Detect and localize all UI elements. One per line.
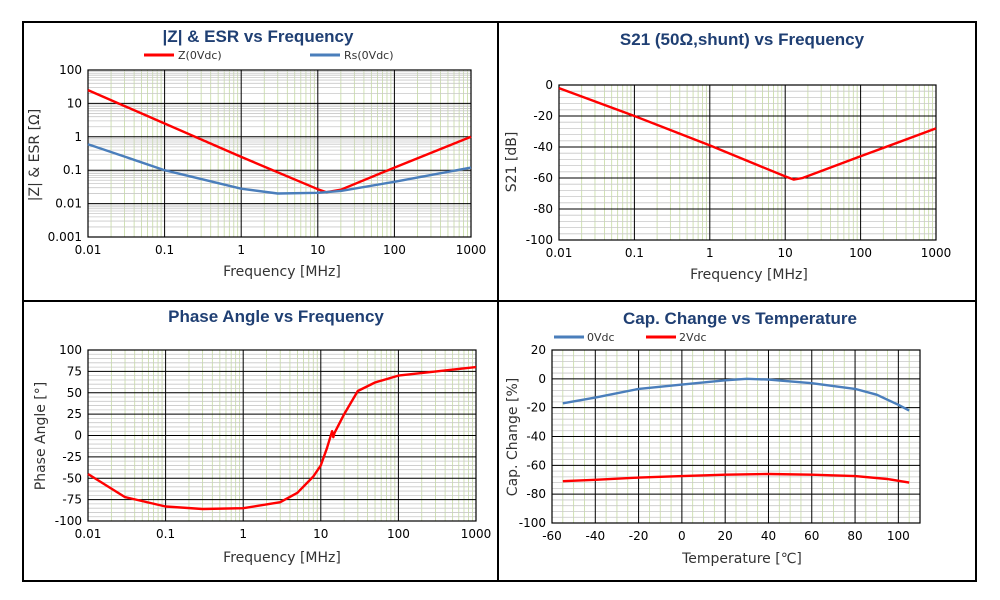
x-tick-label: 10 bbox=[310, 243, 325, 257]
x-tick-label: 1000 bbox=[461, 527, 492, 541]
plot-area: -60 -40 -20 0 20 40 60 80 100 20 0 -20 -40 -60 -80 -100 bbox=[519, 343, 921, 543]
chart-s21: S21 (50Ω,shunt) vs Frequency 0.01 0.1 1 10 1… bbox=[504, 30, 951, 283]
x-tick-label: 20 bbox=[718, 529, 733, 543]
x-tick-label: 40 bbox=[761, 529, 776, 543]
x-tick-label: 1000 bbox=[921, 246, 952, 260]
series-line-1 bbox=[562, 377, 910, 412]
y-axis-label: Phase Angle [°] bbox=[33, 382, 49, 490]
series-line-1 bbox=[87, 365, 477, 511]
y-tick-label: -40 bbox=[533, 140, 553, 154]
legend-label-rs: Rs(0Vdc) bbox=[344, 49, 394, 62]
x-axis-label: Frequency [MHz] bbox=[223, 264, 341, 280]
x-tick-label: 100 bbox=[383, 243, 406, 257]
chart-title: Cap. Change vs Temperature bbox=[623, 309, 857, 328]
x-tick-label: 0 bbox=[678, 529, 686, 543]
x-tick-label: 100 bbox=[387, 527, 410, 541]
x-tick-label: 1 bbox=[239, 527, 247, 541]
x-tick-label: 1 bbox=[706, 246, 714, 260]
x-tick-label: 10 bbox=[778, 246, 793, 260]
x-tick-label: 1 bbox=[237, 243, 245, 257]
y-tick-label: -25 bbox=[62, 450, 82, 464]
plot-border bbox=[87, 69, 472, 238]
series-line-2 bbox=[562, 472, 910, 484]
y-tick-label: -100 bbox=[526, 233, 553, 247]
x-axis-label: Temperature [℃] bbox=[681, 551, 802, 567]
y-tick-label: 1 bbox=[74, 130, 82, 144]
y-tick-label: -75 bbox=[62, 493, 82, 507]
y-axis-label: |Z| & ESR [Ω] bbox=[27, 109, 43, 201]
y-tick-label: -60 bbox=[526, 458, 546, 472]
y-tick-label: -20 bbox=[526, 401, 546, 415]
y-tick-label: 10 bbox=[67, 96, 82, 110]
y-tick-label: 0 bbox=[74, 429, 82, 443]
y-tick-label: -60 bbox=[533, 171, 553, 185]
y-tick-label: -80 bbox=[533, 202, 553, 216]
y-tick-label: -80 bbox=[526, 487, 546, 501]
y-tick-label: 50 bbox=[67, 386, 82, 400]
plot-border bbox=[551, 349, 921, 524]
y-tick-label: 0.01 bbox=[55, 197, 82, 211]
x-tick-label: -20 bbox=[629, 529, 649, 543]
y-tick-label: 25 bbox=[67, 407, 82, 421]
x-tick-label: -40 bbox=[585, 529, 605, 543]
chart-impedance-esr: |Z| & ESR vs Frequency Z(0Vdc) Rs(0Vdc) … bbox=[27, 27, 486, 280]
plot-area: 0.01 0.1 1 10 100 1000 0 -20 -40 -60 -80 -100 bbox=[526, 78, 952, 260]
x-tick-label: 0.01 bbox=[75, 527, 102, 541]
y-tick-label: -100 bbox=[55, 514, 82, 528]
chart-title: |Z| & ESR vs Frequency bbox=[163, 27, 354, 46]
plot-area: 0.01 0.1 1 10 100 1000 100 75 50 25 0 -25 -50 -75 -100 bbox=[55, 343, 492, 541]
x-tick-label: 100 bbox=[849, 246, 872, 260]
chart-title: Phase Angle vs Frequency bbox=[168, 307, 384, 326]
y-tick-label: 0 bbox=[538, 372, 546, 386]
y-tick-label: 0.001 bbox=[48, 230, 82, 244]
series-line-1 bbox=[558, 86, 937, 181]
plot-background bbox=[88, 70, 471, 237]
legend: 0Vdc 2Vdc bbox=[554, 331, 707, 344]
x-axis-label: Frequency [MHz] bbox=[223, 550, 341, 566]
y-tick-label: 100 bbox=[59, 343, 82, 357]
x-tick-label: 1000 bbox=[456, 243, 487, 257]
y-tick-label: 0 bbox=[545, 78, 553, 92]
y-tick-label: 20 bbox=[531, 343, 546, 357]
chart-title: S21 (50Ω,shunt) vs Frequency bbox=[620, 30, 865, 49]
x-tick-label: 0.1 bbox=[625, 246, 644, 260]
x-tick-label: 0.01 bbox=[75, 243, 102, 257]
legend: Z(0Vdc) Rs(0Vdc) bbox=[144, 49, 394, 62]
y-tick-label: 0.1 bbox=[63, 163, 82, 177]
x-tick-label: 10 bbox=[313, 527, 328, 541]
x-tick-label: -60 bbox=[542, 529, 562, 543]
series-line-1 bbox=[87, 89, 472, 194]
x-tick-label: 60 bbox=[804, 529, 819, 543]
y-tick-label: 75 bbox=[67, 364, 82, 378]
plot-border bbox=[558, 84, 937, 241]
y-axis-label: Cap. Change [%] bbox=[505, 378, 521, 496]
y-tick-label: -50 bbox=[62, 471, 82, 485]
x-tick-label: 0.01 bbox=[546, 246, 573, 260]
y-tick-label: -20 bbox=[533, 109, 553, 123]
x-tick-label: 0.1 bbox=[156, 527, 175, 541]
x-axis-label: Frequency [MHz] bbox=[690, 267, 808, 283]
chart-cap-change: Cap. Change vs Temperature 0Vdc 2Vdc -60… bbox=[505, 309, 921, 567]
x-tick-label: 80 bbox=[847, 529, 862, 543]
y-tick-label: -40 bbox=[526, 430, 546, 444]
series-line-2 bbox=[87, 143, 472, 195]
x-tick-label: 100 bbox=[887, 529, 910, 543]
y-tick-label: 100 bbox=[59, 63, 82, 77]
chart-phase-angle: Phase Angle vs Frequency 0.01 0.1 1 10 100 10… bbox=[33, 307, 491, 566]
x-tick-label: 0.1 bbox=[155, 243, 174, 257]
legend-label-0vdc: 0Vdc bbox=[587, 331, 615, 344]
legend-label-z: Z(0Vdc) bbox=[178, 49, 222, 62]
y-tick-label: -100 bbox=[519, 516, 546, 530]
y-axis-label: S21 [dB] bbox=[504, 132, 520, 193]
plot-border bbox=[87, 349, 477, 522]
legend-label-2vdc: 2Vdc bbox=[679, 331, 707, 344]
